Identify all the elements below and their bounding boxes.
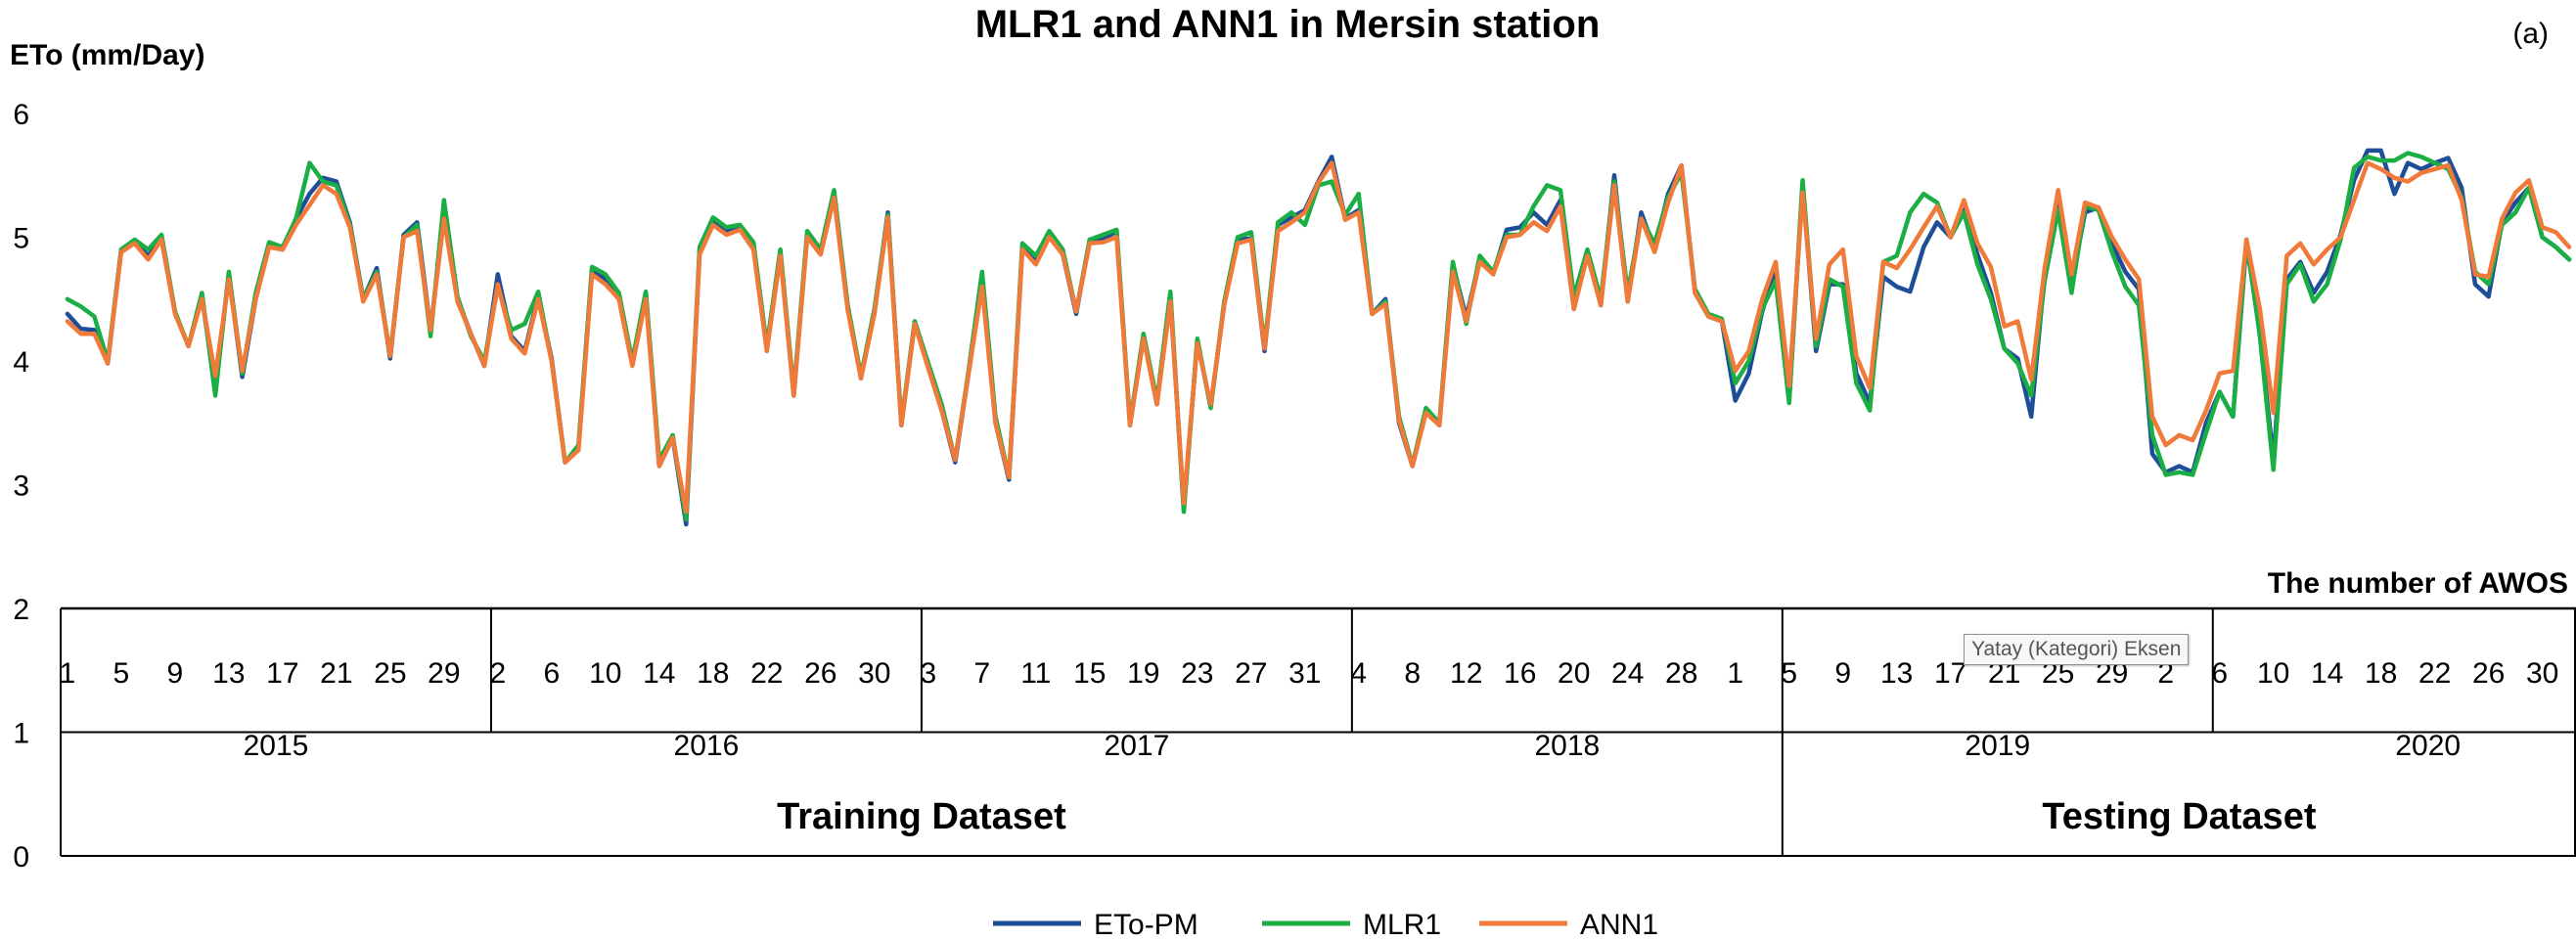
category-axis[interactable]: 1 5 9 13 17 21 25 29 2 6 10 14 18 22 26 30 3 7 11 15 19 23 27 3…	[60, 606, 2576, 857]
x-tick-label: 4	[1350, 657, 1367, 690]
x-tick-label: 5	[113, 657, 130, 690]
x-tick-label: 17	[1934, 657, 1966, 690]
year-label: 2018	[1534, 730, 1600, 762]
year-label: 2020	[2395, 730, 2461, 762]
legend-label: ETo-PM	[1094, 909, 1198, 941]
plot-area	[65, 148, 2572, 527]
x-tick-label: 13	[1880, 657, 1913, 690]
x-tick-label: 15	[1073, 657, 1106, 690]
series-line-mlr1	[65, 151, 2572, 522]
x-tick-label: 14	[2311, 657, 2343, 690]
x-tick-label: 1	[1727, 657, 1743, 690]
x-tick-label: 3	[920, 657, 936, 690]
x-tick-label: 7	[973, 657, 990, 690]
y-tick-label: 0	[13, 841, 29, 874]
x-tick-label: 2	[489, 657, 506, 690]
x-tick-label: 18	[2365, 657, 2397, 690]
y-tick-label: 6	[13, 99, 29, 131]
x-tick-label: 13	[212, 657, 245, 690]
x-tick-label: 21	[320, 657, 352, 690]
x-tick-label: 30	[2526, 657, 2558, 690]
y-tick-label: 3	[13, 470, 29, 503]
x-tick-label: 29	[428, 657, 460, 690]
year-label: 2017	[1105, 730, 1170, 762]
panel-label: (a)	[2512, 18, 2549, 50]
x-tick-label: 6	[2211, 657, 2228, 690]
x-tick-label: 22	[2418, 657, 2451, 690]
x-tick-label: 26	[2472, 657, 2505, 690]
x-tick-label: 30	[858, 657, 890, 690]
x-tick-label: 11	[1020, 657, 1051, 690]
dataset-label: Training Dataset	[777, 796, 1066, 837]
x-tick-label: 10	[2257, 657, 2289, 690]
x-tick-label: 20	[1558, 657, 1590, 690]
axis-tooltip: Yatay (Kategori) Eksen	[1964, 634, 2190, 665]
legend: ETo-PM MLR1 ANN1	[993, 909, 1658, 941]
x-tick-label: 22	[750, 657, 783, 690]
chart-title: MLR1 and ANN1 in Mersin station	[975, 3, 1601, 46]
x-tick-label: 8	[1404, 657, 1421, 690]
x-tick-label: 24	[1611, 657, 1644, 690]
x-tick-label: 18	[697, 657, 729, 690]
x-tick-label: 27	[1235, 657, 1267, 690]
x-tick-label: 9	[1834, 657, 1851, 690]
y-tick-label: 2	[13, 594, 29, 626]
y-tick-label: 1	[13, 718, 29, 750]
series-line-ann1	[65, 160, 2572, 515]
y-tick-label: 4	[13, 346, 29, 379]
x-tick-label: 25	[374, 657, 406, 690]
x-axis-label: The number of AWOS	[2268, 567, 2568, 600]
x-tick-label: 16	[1504, 657, 1536, 690]
year-label: 2019	[1965, 730, 2030, 762]
y-axis: 0 1 2 3 4 5 6	[13, 99, 29, 874]
x-tick-label: 17	[266, 657, 298, 690]
dataset-label: Testing Dataset	[2042, 796, 2316, 837]
x-tick-label: 26	[804, 657, 836, 690]
year-label: 2016	[674, 730, 740, 762]
x-tick-label: 28	[1665, 657, 1697, 690]
x-tick-label: 9	[167, 657, 184, 690]
x-tick-label: 10	[589, 657, 621, 690]
x-tick-label: 6	[543, 657, 560, 690]
legend-label: ANN1	[1580, 909, 1658, 941]
x-tick-label: 5	[1781, 657, 1797, 690]
x-tick-label: 23	[1181, 657, 1213, 690]
x-tick-label: 31	[1288, 657, 1321, 690]
x-tick-label: 19	[1127, 657, 1159, 690]
y-axis-label: ETo (mm/Day)	[10, 39, 204, 71]
year-label: 2015	[244, 730, 309, 762]
x-tick-label: 14	[643, 657, 675, 690]
y-tick-label: 5	[13, 223, 29, 255]
x-tick-label: 2	[2157, 657, 2174, 690]
x-tick-label: 12	[1450, 657, 1482, 690]
legend-label: MLR1	[1363, 909, 1441, 941]
x-tick-label: 1	[60, 657, 76, 690]
